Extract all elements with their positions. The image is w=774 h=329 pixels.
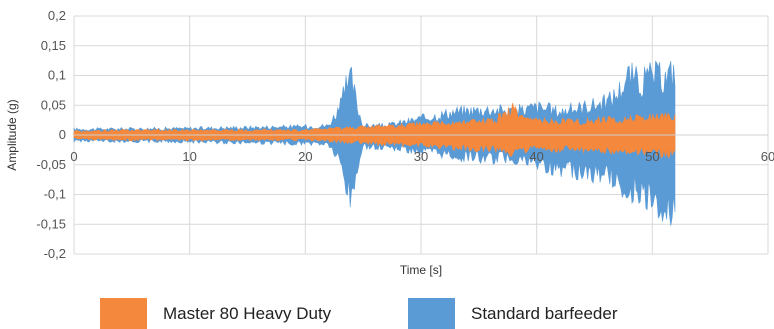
y-tick-label: -0,15 — [36, 216, 66, 231]
x-tick-label: 10 — [182, 149, 196, 164]
x-tick-label: 20 — [298, 149, 312, 164]
x-tick-label: 0 — [70, 149, 77, 164]
y-tick-label: 0,2 — [48, 8, 66, 23]
legend-label-master-80: Master 80 Heavy Duty — [163, 303, 332, 323]
x-tick-label: 50 — [645, 149, 659, 164]
y-axis-title: Amplitude (g) — [5, 99, 19, 170]
y-tick-labels: 0,2 0,15 0,1 0,05 0 -0,05 -0,1 -0,15 -0,2 — [36, 8, 66, 261]
y-tick-label: 0,15 — [41, 38, 66, 53]
x-axis-title: Time [s] — [400, 263, 442, 277]
legend-label-standard-barfeeder: Standard barfeeder — [471, 303, 618, 323]
x-tick-label: 30 — [414, 149, 428, 164]
series-standard-barfeeder — [73, 60, 676, 226]
legend: Master 80 Heavy Duty Standard barfeeder — [0, 298, 774, 329]
x-tick-labels: 0 10 20 30 40 50 60 — [70, 149, 774, 164]
series-master-80-heavy-duty — [73, 102, 676, 159]
legend-item-standard-barfeeder: Standard barfeeder — [408, 298, 618, 329]
legend-swatch-orange — [100, 298, 147, 329]
y-tick-label: -0,05 — [36, 157, 66, 172]
y-tick-label: 0,05 — [41, 97, 66, 112]
vibration-chart: 0,2 0,15 0,1 0,05 0 -0,05 -0,1 -0,15 -0,2 0 10 20 3… — [5, 8, 774, 277]
y-tick-label: -0,1 — [44, 187, 66, 202]
y-tick-label: -0,2 — [44, 246, 66, 261]
y-tick-label: 0 — [59, 127, 66, 142]
series-layer — [73, 60, 768, 226]
x-tick-label: 40 — [529, 149, 543, 164]
y-tick-label: 0,1 — [48, 68, 66, 83]
legend-swatch-blue — [408, 298, 455, 329]
x-tick-label: 60 — [761, 149, 774, 164]
legend-item-master-80: Master 80 Heavy Duty — [100, 298, 331, 329]
